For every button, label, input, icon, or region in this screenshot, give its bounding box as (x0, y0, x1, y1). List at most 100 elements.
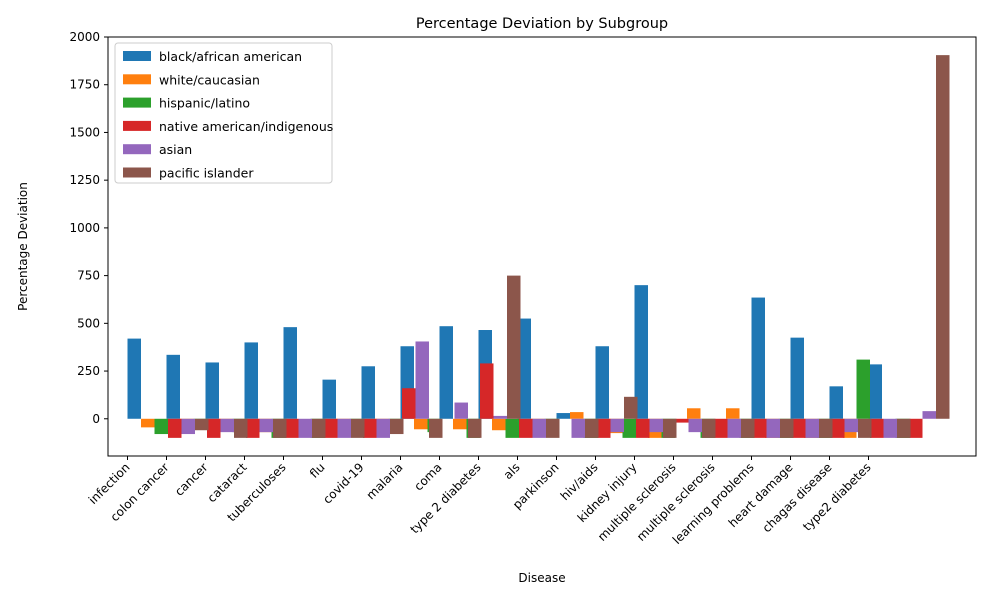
bar (507, 275, 521, 419)
y-tick-label: 2000 (69, 30, 100, 44)
bar (858, 418, 872, 438)
bar (780, 418, 794, 438)
bar (532, 418, 546, 438)
legend-label: hispanic/latino (159, 96, 250, 111)
chart-title: Percentage Deviation by Subgroup (416, 16, 668, 32)
bar (454, 402, 468, 419)
legend-label: asian (159, 142, 192, 157)
bar (570, 412, 584, 419)
bar (585, 418, 599, 438)
bar (505, 418, 519, 438)
bar (493, 415, 507, 419)
bar (415, 341, 429, 419)
bar (870, 418, 884, 438)
bar (298, 418, 312, 438)
y-axis: 0 250 500 750 1000 1250 1500 1750 2000 (69, 30, 108, 426)
y-tick-label: 0 (92, 412, 100, 426)
bar (571, 418, 585, 438)
legend-box (114, 42, 333, 184)
x-axis-title: Disease (518, 571, 565, 585)
bar (205, 362, 219, 419)
bar (856, 359, 870, 419)
bar (195, 418, 209, 431)
bar (414, 418, 428, 430)
bar (154, 418, 168, 435)
bar (517, 318, 531, 419)
legend-swatch (123, 144, 151, 155)
bar (649, 418, 663, 433)
bar (376, 418, 390, 438)
bar (439, 326, 453, 419)
bar (285, 418, 299, 438)
y-tick-label: 1000 (69, 221, 100, 235)
bar (634, 285, 648, 419)
legend-swatch (123, 51, 151, 61)
bar (687, 408, 701, 419)
bar (751, 297, 765, 419)
bar (244, 342, 258, 419)
legend-label: pacific islander (159, 166, 254, 181)
bar (909, 418, 923, 438)
y-tick-label: 1750 (69, 78, 100, 92)
bar (351, 418, 365, 438)
bar (246, 418, 260, 438)
bar (663, 418, 677, 438)
legend-swatch (123, 120, 151, 131)
x-tick-label: flu (307, 460, 328, 481)
bar (402, 388, 416, 419)
bar (829, 386, 843, 419)
x-tick-label: chagas disease (760, 460, 835, 535)
bar (727, 418, 741, 438)
bars-layer (127, 55, 950, 438)
y-tick-label: 1250 (69, 173, 100, 187)
legend-label: black/african american (159, 49, 302, 64)
x-tick-label: malaria (364, 460, 406, 502)
x-tick-label: als (501, 460, 523, 482)
bar (546, 418, 560, 438)
bar (753, 418, 767, 438)
bar (595, 346, 609, 419)
bar (312, 418, 326, 438)
bar (805, 418, 819, 438)
bar (283, 327, 297, 419)
bar (622, 418, 636, 438)
x-tick-label: cancer (172, 460, 211, 499)
bar (390, 418, 404, 435)
bar (181, 418, 195, 435)
bar (480, 363, 494, 419)
legend-swatch (123, 74, 151, 85)
y-tick-label: 250 (77, 364, 100, 378)
x-tick-label: covid-19 (320, 460, 366, 506)
bar (453, 418, 467, 430)
bar (361, 366, 375, 419)
bar (141, 418, 155, 428)
bar (766, 418, 780, 438)
bar (883, 418, 897, 438)
bar (273, 418, 287, 438)
y-axis-title: Percentage Deviation (16, 182, 30, 311)
bar (702, 418, 716, 438)
bar (819, 418, 833, 438)
bar (831, 418, 845, 438)
plot-frame (107, 36, 977, 457)
bar (556, 413, 570, 419)
bar (790, 337, 804, 419)
bar (363, 418, 377, 438)
bar (868, 364, 882, 419)
bar (127, 338, 141, 419)
bar (234, 418, 248, 438)
bar (207, 418, 221, 438)
y-tick-label: 750 (77, 269, 100, 283)
bar (468, 418, 482, 438)
x-tick-label: coma (411, 460, 444, 493)
bar (492, 418, 506, 431)
bar (337, 418, 351, 438)
bar (429, 418, 443, 438)
bar (519, 418, 533, 438)
bar (597, 418, 611, 438)
bar (322, 379, 336, 419)
y-tick-label: 500 (77, 316, 100, 330)
bar (844, 418, 858, 433)
